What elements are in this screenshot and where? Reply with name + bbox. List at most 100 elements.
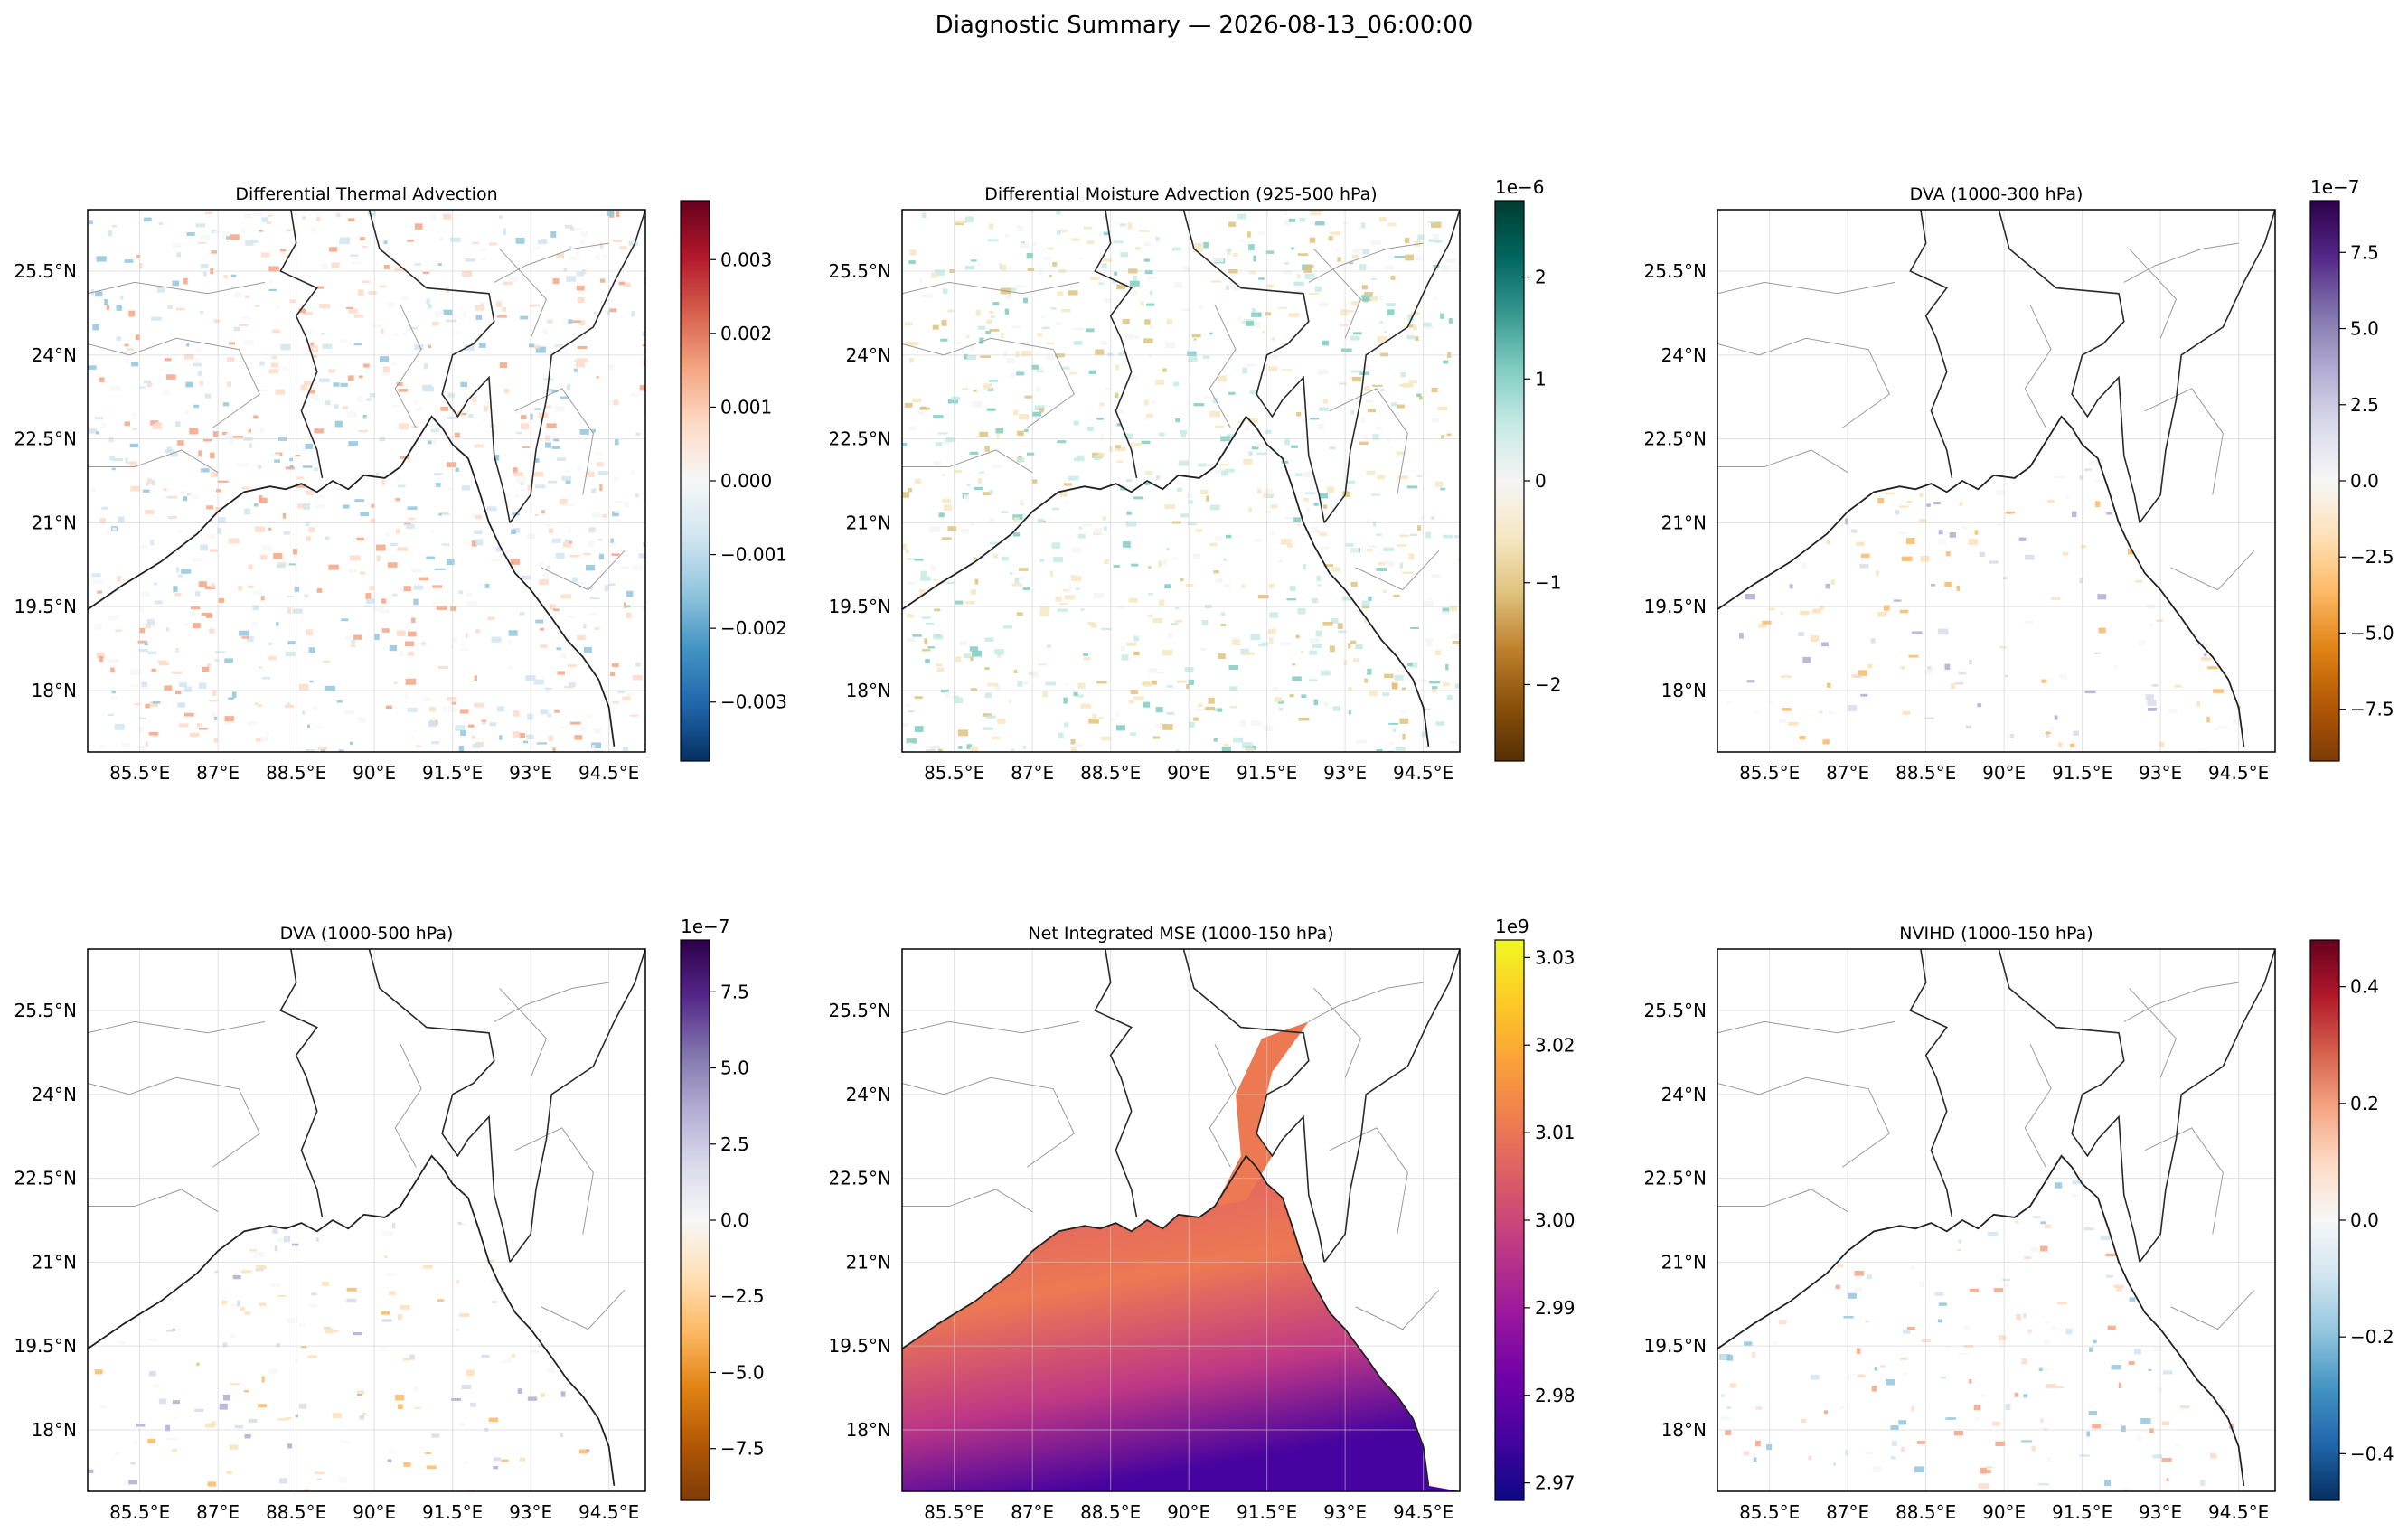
colorbar-tick-label: 5.0: [2350, 318, 2379, 340]
field-cell: [1098, 232, 1103, 236]
field-cell: [2044, 1339, 2051, 1345]
x-tick-label: 87°E: [196, 762, 240, 784]
field-cell: [1348, 686, 1352, 691]
field-cell: [1229, 686, 1238, 691]
field-cell: [184, 686, 192, 692]
field-cell: [1958, 1239, 1961, 1244]
field-cell: [941, 689, 949, 693]
field-cell: [1059, 491, 1068, 497]
field-cell: [1105, 387, 1111, 390]
field-cell: [213, 737, 218, 743]
field-cell: [1959, 502, 1962, 506]
field-cell: [200, 468, 210, 473]
field-cell: [1155, 707, 1163, 713]
field-cell: [1899, 1357, 1908, 1360]
field-cell: [1729, 1383, 1736, 1388]
field-cell: [124, 259, 134, 263]
field-cell: [1854, 1287, 1863, 1292]
field-cell: [610, 672, 616, 677]
field-cell: [288, 563, 296, 566]
field-cell: [2030, 1246, 2038, 1253]
y-tick-label: 21°N: [32, 1251, 77, 1273]
field-cell: [556, 252, 565, 258]
field-cell: [992, 465, 1002, 468]
field-cell: [1442, 607, 1450, 613]
field-cell: [1073, 327, 1084, 331]
field-cell: [615, 500, 623, 503]
field-cell: [1874, 1367, 1878, 1371]
field-cell: [1901, 556, 1913, 562]
field-cell: [1433, 296, 1437, 299]
field-cell: [396, 381, 403, 387]
field-cell: [389, 1291, 396, 1295]
field-cell: [1237, 316, 1241, 322]
field-cell: [1388, 722, 1399, 725]
field-cell: [1930, 584, 1935, 587]
field-cell: [166, 374, 176, 380]
field-cell: [269, 453, 280, 456]
field-cell: [957, 729, 969, 737]
field-cell: [91, 573, 101, 578]
field-cell: [588, 715, 593, 718]
field-cell: [1945, 1417, 1956, 1420]
field-cell: [951, 396, 961, 400]
field-cell: [1058, 732, 1064, 738]
state-boundary: [1329, 388, 1408, 495]
field-cell: [1186, 493, 1192, 499]
field-cell: [1032, 242, 1038, 247]
field-cell: [106, 529, 109, 535]
state-boundary: [1355, 1289, 1440, 1330]
colorbar-tick-label: 3.01: [1535, 1122, 1576, 1143]
y-tick-label: 24°N: [32, 1084, 77, 1105]
field-cell: [1077, 533, 1086, 539]
field-cell: [1371, 278, 1377, 281]
x-tick-label: 90°E: [353, 1501, 396, 1523]
field-cell: [964, 494, 970, 500]
field-cell: [90, 487, 96, 493]
field-cell: [1415, 336, 1419, 341]
field-cell: [1338, 630, 1347, 634]
field-cell: [1372, 522, 1376, 527]
field-cell: [390, 542, 399, 547]
field-cell: [461, 644, 466, 647]
field-cell: [964, 600, 975, 605]
field-cell: [1246, 747, 1255, 752]
field-cell: [108, 658, 119, 663]
field-cell: [372, 324, 382, 328]
field-cell: [1077, 682, 1086, 689]
field-cell: [541, 572, 549, 577]
field-cell: [1860, 693, 1868, 697]
state-boundary: [1355, 550, 1440, 591]
panel-title: DVA (1000-300 hPa): [1910, 184, 2083, 204]
field-cell: [228, 538, 240, 544]
field-cell: [1013, 409, 1019, 416]
field-cell: [407, 518, 417, 523]
field-cell: [1379, 320, 1383, 324]
field-cell: [1379, 388, 1384, 392]
field-cell: [204, 211, 212, 215]
field-cell: [415, 745, 421, 747]
field-cell: [268, 266, 279, 272]
field-cell: [309, 393, 319, 399]
field-cell: [492, 1301, 496, 1304]
colorbar-multiplier: 1e−6: [1495, 176, 1545, 198]
field-cell: [381, 1319, 393, 1322]
state-boundary: [88, 1020, 266, 1034]
field-cell: [607, 364, 615, 371]
field-cell: [308, 527, 315, 533]
field-cell: [399, 650, 404, 657]
field-cell: [1890, 1456, 1896, 1460]
field-cell: [908, 710, 915, 713]
field-cell: [1407, 314, 1415, 321]
state-boundary: [88, 337, 260, 428]
field-cell: [2151, 684, 2159, 687]
field-cell: [937, 748, 943, 752]
field-cell: [1093, 592, 1105, 598]
field-cell: [2014, 1220, 2018, 1224]
field-cell: [614, 510, 621, 513]
field-cell: [413, 585, 424, 590]
map-frame: [1717, 209, 2276, 753]
field-cell: [1297, 253, 1309, 257]
field-cell: [1133, 275, 1137, 282]
field-cell: [1271, 337, 1275, 341]
